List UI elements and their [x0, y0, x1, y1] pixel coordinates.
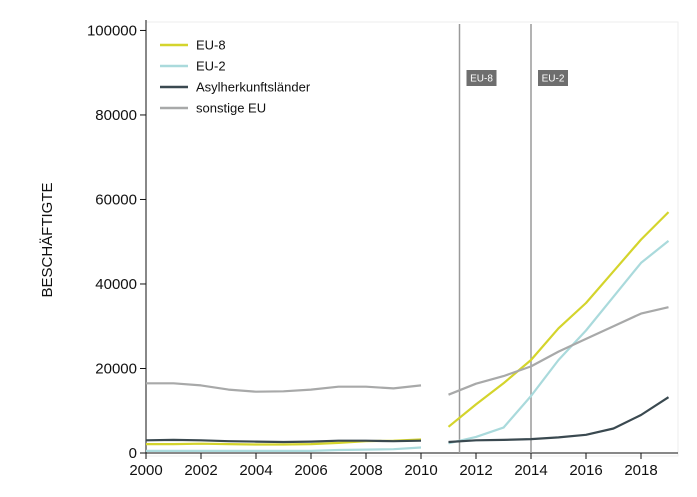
x-tick-label: 2016	[569, 462, 602, 479]
y-tick-label: 0	[129, 445, 137, 462]
x-tick-label: 2004	[239, 462, 272, 479]
plot-area	[145, 21, 679, 457]
series-line	[448, 306, 669, 396]
legend: EU-8 EU-2 Asylherkunftsländer sonstige EU	[160, 38, 311, 116]
legend-label: EU-2	[196, 59, 226, 74]
legend-label: EU-8	[196, 38, 226, 53]
annotations: EU-8 EU-2	[458, 24, 568, 453]
annotation-label: EU-2	[542, 74, 565, 85]
y-tick-label: 40000	[95, 276, 137, 293]
x-tick-label: 2012	[459, 462, 492, 479]
series-line	[145, 438, 422, 444]
x-axis: 2000 2002 2004 2006 2008 2010 2012 2014 2016 2018	[129, 452, 678, 479]
series-layer	[145, 211, 670, 452]
x-tick-label: 2010	[404, 462, 437, 479]
x-tick-label: 2018	[624, 462, 657, 479]
y-axis: 0 20000 40000 60000 80000 100000	[87, 20, 147, 462]
x-tick-label: 2014	[514, 462, 547, 479]
x-tick-label: 2006	[294, 462, 327, 479]
y-tick-label: 20000	[95, 360, 137, 377]
y-tick-label: 80000	[95, 107, 137, 124]
y-tick-label: 60000	[95, 191, 137, 208]
annotation-box	[538, 70, 568, 86]
series-line	[447, 211, 670, 428]
y-tick-label: 100000	[87, 22, 137, 39]
series-line	[448, 396, 670, 444]
series-line	[146, 382, 422, 393]
x-tick-label: 2000	[129, 462, 162, 479]
y-axis-label: BESCHÄFTIGTE	[39, 182, 56, 297]
annotation-label: EU-8	[470, 74, 493, 85]
series-line	[146, 446, 422, 452]
x-tick-label: 2002	[184, 462, 217, 479]
annotation-box	[466, 70, 497, 86]
x-tick-label: 2008	[349, 462, 382, 479]
series-line	[448, 240, 670, 445]
legend-label: Asylherkunftsländer	[196, 80, 311, 95]
legend-label: sonstige EU	[196, 101, 266, 116]
